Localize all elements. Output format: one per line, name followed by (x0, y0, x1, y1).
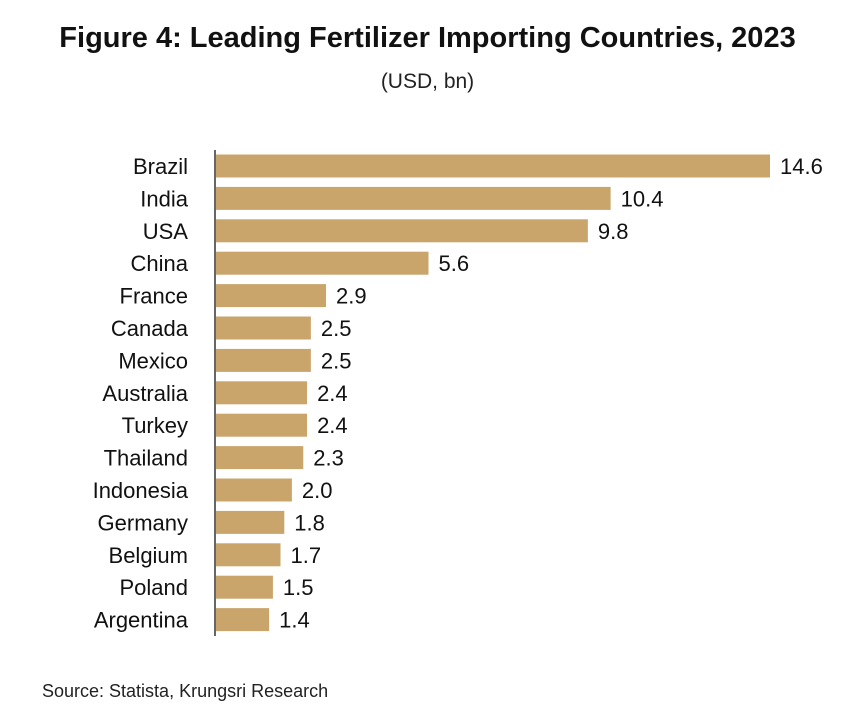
category-label: USA (143, 219, 189, 244)
value-label: 2.5 (321, 316, 352, 341)
category-label: Canada (111, 316, 189, 341)
value-label: 2.3 (313, 446, 344, 471)
bar-india (216, 186, 611, 210)
category-label: Thailand (104, 446, 188, 471)
category-label: India (140, 186, 188, 211)
category-label: Mexico (118, 348, 188, 373)
bar-germany (216, 510, 285, 534)
bar-belgium (216, 543, 281, 567)
bar-indonesia (216, 478, 292, 502)
bar-france (216, 284, 327, 308)
bar-usa (216, 219, 588, 243)
value-label: 5.6 (438, 251, 469, 276)
value-label: 1.5 (283, 575, 314, 600)
category-label: Belgium (109, 543, 188, 568)
value-label: 2.4 (317, 381, 348, 406)
bar-thailand (216, 446, 304, 470)
value-label: 10.4 (621, 186, 664, 211)
category-label: Argentina (94, 608, 189, 633)
value-label: 2.4 (317, 413, 348, 438)
value-label: 2.0 (302, 478, 333, 503)
chart-subtitle: (USD, bn) (380, 70, 475, 93)
value-label: 1.4 (279, 608, 310, 633)
bar-argentina (216, 608, 270, 632)
category-label: Germany (98, 510, 188, 535)
value-label: 2.5 (321, 348, 352, 373)
bar-canada (216, 316, 311, 340)
bar-china (216, 251, 429, 275)
source-note: Source: Statista, Krungsri Research (42, 681, 329, 701)
category-label: Turkey (122, 413, 188, 438)
value-label: 1.8 (294, 510, 325, 535)
category-label: China (131, 251, 189, 276)
value-label: 1.7 (291, 543, 322, 568)
category-label: France (120, 284, 188, 309)
value-label: 14.6 (780, 154, 823, 179)
chart-title: Figure 4: Leading Fertilizer Importing C… (59, 22, 796, 54)
bar-poland (216, 575, 273, 599)
category-label: Australia (102, 381, 188, 406)
category-label: Poland (119, 575, 188, 600)
bar-brazil (216, 154, 770, 178)
category-label: Indonesia (93, 478, 189, 503)
bar-australia (216, 381, 308, 405)
bar-turkey (216, 413, 308, 437)
category-label: Brazil (133, 154, 188, 179)
value-label: 2.9 (336, 284, 367, 309)
value-label: 9.8 (598, 219, 629, 244)
bar-mexico (216, 348, 311, 372)
